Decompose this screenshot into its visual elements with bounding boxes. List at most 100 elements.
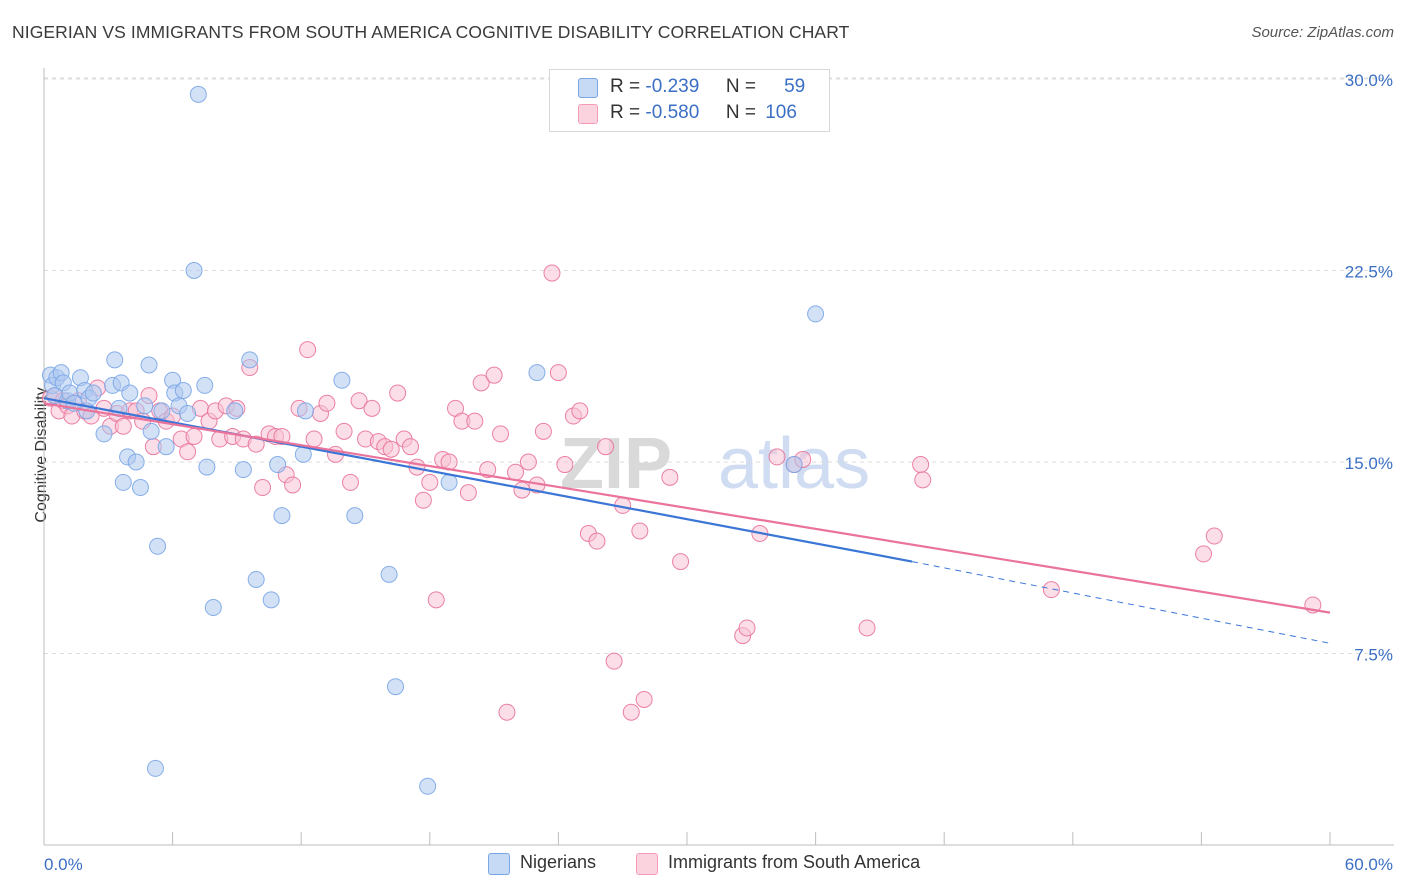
source-label: Source: ZipAtlas.com (1251, 24, 1394, 41)
point-south-america (543, 264, 561, 282)
point-nigerian (419, 777, 437, 795)
point-nigerian (262, 591, 280, 609)
point-nigerian (234, 461, 252, 479)
point-south-america (485, 366, 503, 384)
point-nigerian (185, 262, 203, 279)
point-south-america (597, 438, 615, 456)
watermark: ZIP atlas (560, 424, 870, 504)
point-south-america (571, 402, 589, 420)
r-label: R = (610, 102, 641, 123)
point-nigerian (226, 402, 244, 420)
point-south-america (247, 435, 265, 453)
r-value: -0.239 (645, 76, 700, 97)
point-nigerian (189, 85, 207, 103)
y-tick-label: 7.5% (1354, 646, 1393, 665)
point-south-america (479, 461, 497, 479)
point-south-america (341, 473, 359, 491)
y-tick-label: 30.0% (1345, 71, 1393, 90)
point-south-america (466, 412, 484, 430)
point-south-america (284, 476, 302, 494)
x-tick-labels: 0.0% 60.0% (44, 855, 1393, 874)
legend-swatch-pink (578, 104, 598, 124)
x-tick-label: 0.0% (44, 855, 83, 874)
legend-swatch-blue (578, 78, 598, 98)
point-south-america (912, 456, 930, 474)
point-south-america (350, 392, 368, 410)
point-south-america (635, 690, 653, 708)
point-south-america (519, 453, 537, 471)
watermark-zip: ZIP (560, 424, 672, 504)
point-nigerian (131, 479, 149, 497)
point-south-america (858, 619, 876, 637)
point-nigerian (114, 473, 132, 491)
point-nigerian (179, 404, 197, 422)
point-south-america (549, 364, 567, 382)
r-value: -0.580 (645, 102, 700, 123)
bottom-legend: Nigerians Immigrants from South America (0, 852, 1406, 876)
point-nigerian (153, 402, 171, 420)
bottom-legend-label: Nigerians (520, 852, 597, 872)
y-tick-label: 22.5% (1345, 263, 1393, 282)
trend-line-south-america (43, 402, 1331, 614)
point-south-america (605, 652, 623, 670)
legend-text: R = -0.239 N = 59 (610, 76, 805, 98)
point-south-america (914, 471, 932, 489)
point-nigerian (149, 537, 167, 555)
point-south-america (507, 463, 525, 481)
point-south-america (389, 384, 407, 402)
axes (43, 68, 1394, 846)
chart-title: NIGERIAN VS IMMIGRANTS FROM SOUTH AMERIC… (12, 22, 850, 42)
point-south-america (661, 468, 679, 486)
point-nigerian (204, 599, 222, 617)
point-south-america (498, 703, 516, 721)
point-nigerian (146, 759, 164, 777)
point-south-america (672, 553, 690, 571)
n-label: N = (725, 76, 756, 97)
point-nigerian (174, 382, 192, 400)
point-south-america (631, 522, 649, 540)
legend-row-south-america: R = -0.580 N = 106 (550, 102, 829, 126)
point-nigerian (785, 456, 803, 474)
point-south-america (472, 374, 490, 392)
point-south-america (427, 591, 445, 609)
point-south-america (534, 422, 552, 440)
point-nigerian (247, 570, 265, 588)
point-south-america (738, 619, 756, 637)
point-south-america (179, 443, 197, 461)
x-tick-label: 60.0% (1345, 855, 1393, 874)
point-south-america (1042, 581, 1060, 599)
point-nigerian (198, 458, 216, 476)
point-south-america (556, 456, 574, 474)
point-south-america (363, 399, 381, 417)
trend-line-nigerians (43, 397, 913, 563)
point-nigerian (273, 507, 291, 525)
point-nigerian (269, 456, 287, 474)
point-south-america (402, 438, 420, 456)
point-south-america (421, 473, 439, 491)
n-value: 106 (765, 102, 797, 123)
point-nigerian (296, 402, 314, 420)
point-south-america (299, 341, 317, 359)
legend-text: R = -0.580 N = 106 (610, 102, 809, 124)
point-south-america (335, 422, 353, 440)
y-tick-labels: 7.5% 15.0% 22.5% 30.0% (1345, 71, 1393, 665)
point-south-america (588, 532, 606, 550)
point-nigerian (196, 376, 214, 394)
n-value: 59 (784, 76, 806, 97)
point-south-america (622, 703, 640, 721)
trend-lines (43, 397, 1331, 644)
point-nigerian (528, 364, 546, 382)
point-nigerian (807, 305, 825, 323)
point-nigerian (127, 453, 145, 471)
point-nigerian (241, 351, 259, 369)
point-south-america (305, 430, 323, 448)
point-nigerian (157, 438, 175, 456)
bottom-legend-swatch-pink (636, 853, 658, 875)
point-south-america (114, 417, 132, 435)
y-tick-label: 15.0% (1345, 454, 1393, 473)
legend-row-nigerians: R = -0.239 N = 59 (550, 76, 829, 100)
point-nigerian (136, 397, 154, 415)
stats-legend: R = -0.239 N = 59 R = -0.580 N = 106 (549, 69, 830, 132)
point-nigerian (142, 422, 160, 440)
